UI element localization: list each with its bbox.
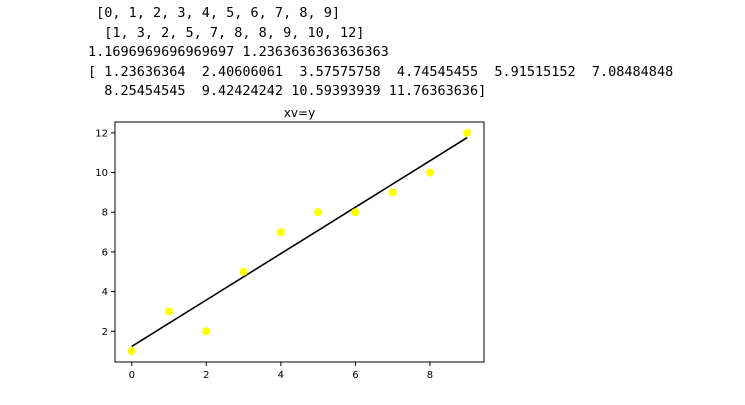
scatter-point <box>202 327 211 336</box>
x-tick-label: 8 <box>427 370 433 381</box>
scatter-point <box>463 128 472 137</box>
scatter-point <box>314 208 323 217</box>
y-tick-label: 4 <box>102 287 108 298</box>
output-line-y-list: [1, 3, 2, 5, 7, 8, 8, 9, 10, 12] <box>88 24 365 41</box>
chart-title: xv=y <box>284 106 315 120</box>
scatter-point <box>388 188 397 197</box>
chart-marks <box>127 128 472 356</box>
regression-line <box>131 136 468 348</box>
x-tick-label: 4 <box>278 370 284 381</box>
cell-output: [0, 1, 2, 3, 4, 5, 6, 7, 8, 9] [1, 3, 2,… <box>88 4 673 102</box>
output-line-coefficients: 1.1696969696969697 1.2363636363636363 <box>88 44 389 61</box>
chart-axes: 0 2 4 6 8 2 4 6 8 10 12 <box>95 128 433 381</box>
y-tick-label: 12 <box>95 128 108 139</box>
scatter-point <box>276 228 285 237</box>
x-tick-label: 0 <box>129 370 135 381</box>
y-tick-label: 10 <box>95 168 108 179</box>
scatter-point <box>239 267 248 276</box>
y-tick-label: 8 <box>102 208 108 219</box>
y-tick-label: 2 <box>102 327 108 338</box>
y-tick-label: 6 <box>102 247 108 258</box>
x-tick-label: 6 <box>352 370 358 381</box>
scatter-point <box>351 208 360 217</box>
scatter-point <box>425 168 434 177</box>
output-line-x-list: [0, 1, 2, 3, 4, 5, 6, 7, 8, 9] <box>88 5 340 21</box>
scatter-point <box>127 347 136 356</box>
output-line-predictions-1: [ 1.23636364 2.40606061 3.57575758 4.745… <box>88 63 674 80</box>
scatter-point <box>165 307 174 316</box>
output-line-predictions-2: 8.25454545 9.42424242 10.59393939 11.763… <box>88 83 487 100</box>
plot-frame <box>114 121 485 363</box>
x-tick-label: 2 <box>203 370 209 381</box>
